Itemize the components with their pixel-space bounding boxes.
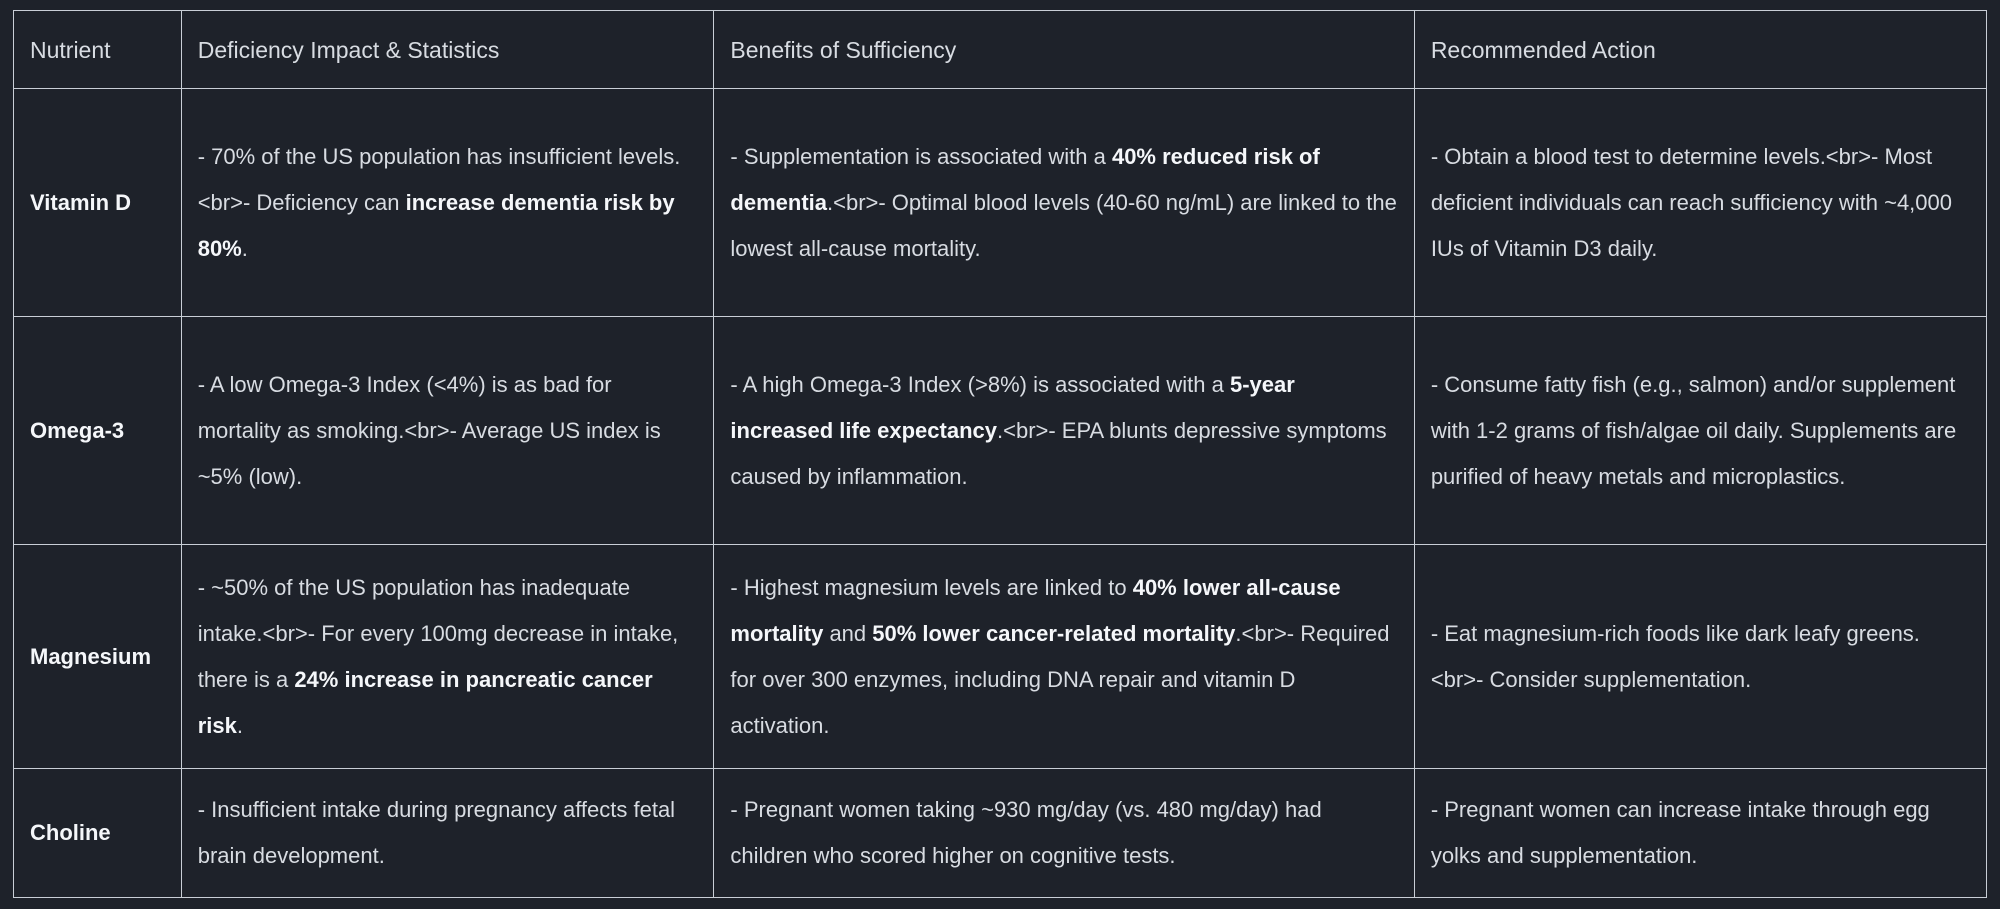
text-segment: 40% reduced risk of dementia xyxy=(730,143,1320,215)
deficiency-cell: - 70% of the US population has insuffici… xyxy=(180,88,715,317)
deficiency-cell: - ~50% of the US population has inadequa… xyxy=(180,544,715,769)
text-segment: - Insufficient intake during pregnancy a… xyxy=(197,797,676,868)
column-header: Benefits of Sufficiency xyxy=(713,10,1415,89)
benefits-cell: - Supplementation is associated with a 4… xyxy=(713,88,1415,317)
table-row: Omega-3- A low Omega-3 Index (<4%) is as… xyxy=(13,316,1988,545)
column-header: Nutrient xyxy=(13,10,182,89)
text-segment: .<br>- Required for over 300 enzymes, in… xyxy=(730,620,1390,738)
benefits-cell: - Pregnant women taking ~930 mg/day (vs.… xyxy=(713,768,1415,898)
text-segment: 40% lower all-cause mortality xyxy=(730,574,1341,646)
nutrient-name: Magnesium xyxy=(13,544,182,769)
text-segment: - A high Omega-3 Index (>8%) is associat… xyxy=(730,371,1230,397)
text-segment: - Supplementation is associated with a xyxy=(730,143,1112,169)
table-row: Vitamin D- 70% of the US population has … xyxy=(13,88,1988,317)
text-segment: 5-year increased life expectancy xyxy=(730,371,1295,443)
text-segment: - Eat magnesium-rich foods like dark lea… xyxy=(1430,620,1920,692)
text-segment: - Obtain a blood test to determine level… xyxy=(1430,143,1952,261)
text-segment: and xyxy=(823,620,873,646)
deficiency-cell: - Insufficient intake during pregnancy a… xyxy=(180,768,715,898)
text-segment: - Highest magnesium levels are linked to xyxy=(730,574,1133,600)
document-page: Nutrient Deficiency Impact & Statistics Be… xyxy=(13,10,1988,898)
text-segment: - 70% of the US population has insuffici… xyxy=(197,143,681,215)
text-segment: . xyxy=(236,712,243,738)
text-segment: - Pregnant women can increase intake thr… xyxy=(1430,797,1930,868)
text-segment: 24% increase in pancreatic cancer risk xyxy=(197,666,653,738)
text-segment: - Pregnant women taking ~930 mg/day (vs.… xyxy=(730,797,1322,868)
nutrient-name: Omega-3 xyxy=(13,316,182,545)
text-segment: - A low Omega-3 Index (<4%) is as bad fo… xyxy=(197,371,661,489)
text-segment: - ~50% of the US population has inadequa… xyxy=(197,574,679,692)
action-cell: - Pregnant women can increase intake thr… xyxy=(1413,768,1988,898)
action-cell: - Obtain a blood test to determine level… xyxy=(1413,88,1988,317)
table-row: Choline - Insufficient intake during preg… xyxy=(13,768,1988,898)
table-body: Vitamin D- 70% of the US population has … xyxy=(13,88,1988,898)
deficiency-cell: - A low Omega-3 Index (<4%) is as bad fo… xyxy=(180,316,715,545)
table-header: Nutrient Deficiency Impact & Statistics Be… xyxy=(13,10,1988,89)
text-segment: .<br>- EPA blunts depressive symptoms ca… xyxy=(730,417,1387,489)
table-row: Magnesium - ~50% of the US population has… xyxy=(13,544,1988,769)
text-segment: .<br>- Optimal blood levels (40-60 ng/mL… xyxy=(730,189,1397,261)
nutrient-name: Choline xyxy=(13,768,182,898)
nutrient-table: Nutrient Deficiency Impact & Statistics Be… xyxy=(13,10,1988,898)
column-header: Deficiency Impact & Statistics xyxy=(180,10,715,89)
text-segment: 50% lower cancer-related mortality xyxy=(872,620,1236,646)
nutrient-name: Vitamin D xyxy=(13,88,182,317)
text-segment: increase dementia risk by 80% xyxy=(197,189,675,261)
text-segment: - Consume fatty fish (e.g., salmon) and/… xyxy=(1430,371,1957,489)
benefits-cell: - Highest magnesium levels are linked to… xyxy=(713,544,1415,769)
header-row: Nutrient Deficiency Impact & Statistics Be… xyxy=(13,10,1988,89)
action-cell: - Eat magnesium-rich foods like dark lea… xyxy=(1413,544,1988,769)
column-header: Recommended Action xyxy=(1413,10,1988,89)
action-cell: - Consume fatty fish (e.g., salmon) and/… xyxy=(1413,316,1988,545)
benefits-cell: - A high Omega-3 Index (>8%) is associat… xyxy=(713,316,1415,545)
text-segment: . xyxy=(241,235,248,261)
